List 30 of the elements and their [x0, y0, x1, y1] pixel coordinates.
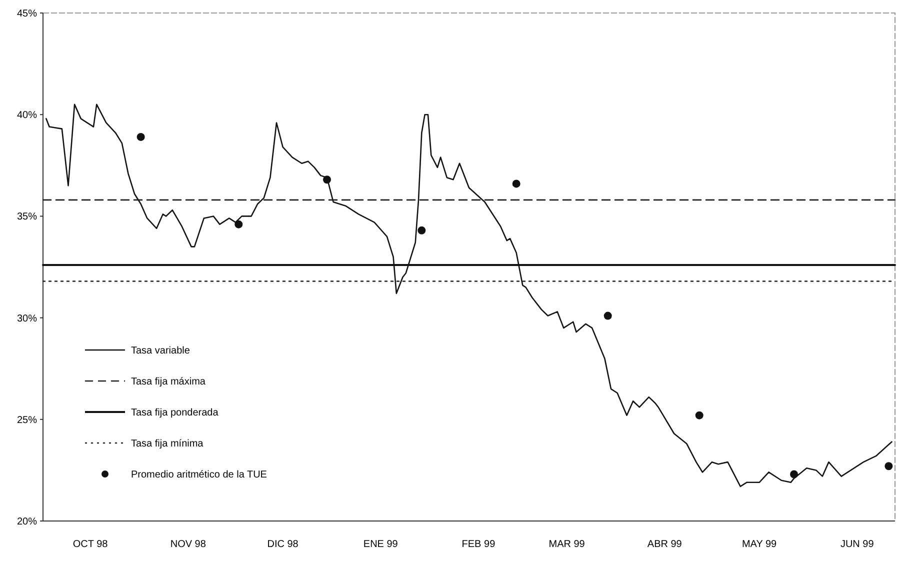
y-tick-label: 30% [16, 313, 38, 324]
point [323, 176, 331, 184]
legend-label: Promedio aritmético de la TUE [131, 470, 268, 480]
legend-label: Tasa fija ponderada [131, 408, 219, 418]
point [136, 132, 145, 141]
y-tick-label: 25% [16, 414, 38, 426]
point [695, 411, 704, 420]
point [884, 462, 893, 470]
x-tick-label: OCT 98 [72, 539, 108, 550]
x-tick-label: ABR 99 [647, 539, 682, 550]
x-tick-label: NOV 98 [170, 539, 206, 550]
x-tick-label: MAY 99 [742, 539, 778, 550]
point [234, 220, 243, 228]
x-tick-label: JUN 99 [840, 539, 874, 550]
x-tick-label: DIC 98 [267, 539, 299, 550]
x-tick-label: FEB 99 [462, 539, 496, 550]
point [512, 180, 520, 188]
y-tick-label: 20% [16, 516, 38, 528]
point [604, 312, 612, 320]
x-tick-label: MAR 99 [548, 539, 586, 550]
y-tick-label: 40% [16, 110, 38, 122]
legend-label: Tasa fija máxima [131, 376, 206, 388]
point [418, 226, 426, 234]
legend-label: Tasa variable [131, 346, 190, 356]
point [790, 470, 798, 478]
line-series [46, 104, 892, 488]
y-tick-label: 45% [16, 8, 38, 20]
legend-label: Tasa fija mínima [131, 438, 204, 450]
y-tick-label: 35% [16, 212, 38, 223]
x-tick-label: ENE 99 [363, 539, 398, 550]
